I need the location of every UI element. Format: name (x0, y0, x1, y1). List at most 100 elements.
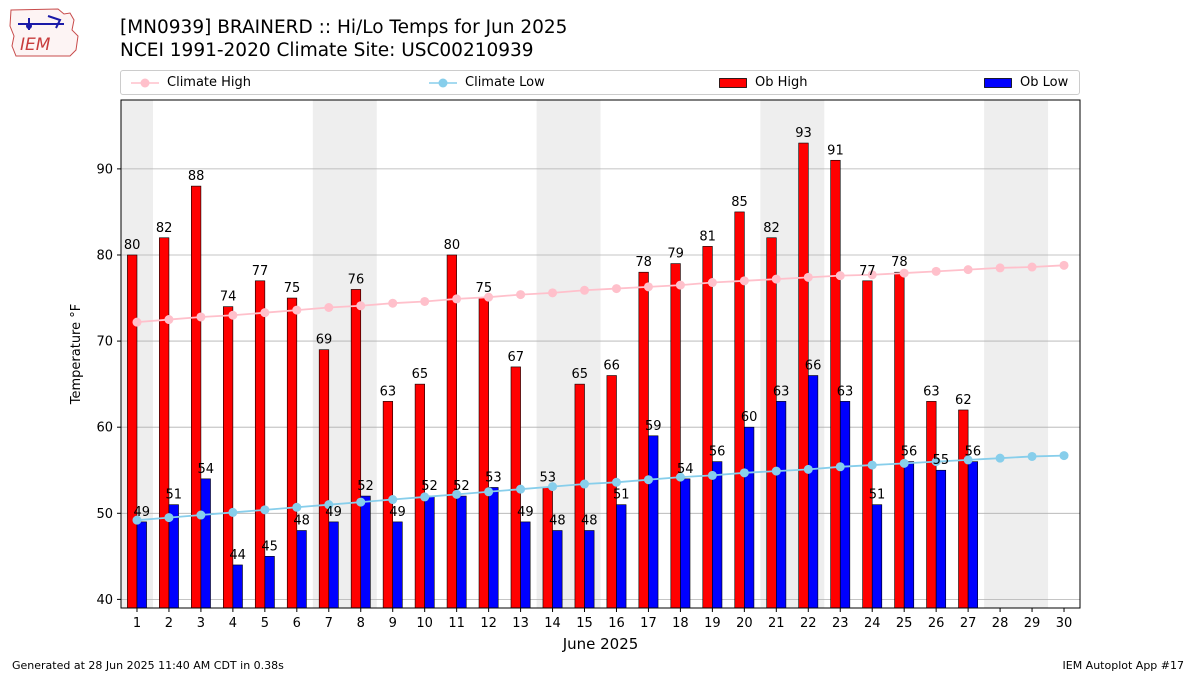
ob-high-label: 69 (316, 333, 333, 348)
legend-marker-ob-high (719, 77, 747, 88)
climate-low-point (452, 489, 462, 499)
ob-high-bar (191, 185, 202, 609)
ob-low-bar (200, 478, 211, 609)
ob-high-label: 88 (188, 169, 205, 184)
ob-high-bar (958, 409, 969, 609)
ob-low-label: 44 (229, 548, 246, 563)
ob-high-bar (670, 263, 681, 609)
x-tick-label: 3 (197, 616, 205, 631)
climate-low-point (164, 513, 174, 523)
climate-low-point (707, 470, 717, 480)
ob-low-bar (488, 487, 499, 609)
y-tick-label: 60 (96, 421, 113, 436)
x-tick-label: 9 (389, 616, 397, 631)
ob-low-label: 49 (134, 505, 151, 520)
ob-high-bar (798, 142, 809, 609)
x-tick-label: 27 (960, 616, 977, 631)
ob-high-label: 80 (444, 238, 461, 253)
x-tick-label: 21 (768, 616, 785, 631)
x-tick-label: 26 (928, 616, 945, 631)
climate-high-point (1059, 260, 1069, 270)
climate-high-point (196, 312, 206, 322)
ob-low-label: 51 (613, 488, 630, 503)
x-tick-label: 30 (1056, 616, 1073, 631)
climate-low-point (292, 502, 302, 512)
climate-high-point (867, 270, 877, 280)
ob-low-bar (328, 521, 339, 609)
ob-low-label: 52 (453, 479, 470, 494)
ob-high-label: 82 (156, 221, 173, 236)
legend-label-ob-high: Ob High (755, 75, 808, 90)
y-tick-label: 40 (96, 593, 113, 608)
ob-low-label: 49 (517, 505, 534, 520)
ob-low-label: 60 (741, 410, 758, 425)
bar-data-labels: 80 49 82 51 88 54 74 44 77 45 75 48 69 49 76 52 63 49 65 52… (124, 126, 981, 563)
ob-high-label: 91 (827, 143, 844, 158)
y-axis-label: Temperature °F (69, 304, 84, 405)
x-tick-label: 19 (704, 616, 721, 631)
ob-low-label: 56 (709, 445, 726, 460)
chart-subtitle: NCEI 1991-2020 Climate Site: USC00210939 (120, 40, 534, 61)
ob-high-bar (478, 297, 489, 609)
ob-low-bar (903, 461, 915, 609)
x-tick-label: 16 (608, 616, 625, 631)
climate-high-point (675, 280, 685, 290)
y-tick-label: 50 (96, 507, 113, 522)
climate-high-line (136, 264, 1065, 324)
climate-high-point (1027, 262, 1037, 272)
climate-high-point (707, 278, 717, 288)
legend-label-ob-low: Ob Low (1020, 75, 1069, 90)
ob-high-bar (350, 289, 362, 609)
x-tick-label: 18 (672, 616, 689, 631)
climate-low-point (963, 455, 973, 465)
climate-low-point (739, 468, 749, 478)
ob-high-label: 81 (699, 229, 716, 244)
climate-high-point (388, 298, 398, 308)
y-tick-label: 70 (96, 335, 113, 350)
x-tick-label: 7 (325, 616, 333, 631)
climate-high-point (164, 315, 174, 325)
ob-low-label: 63 (837, 384, 854, 399)
climate-high-point (643, 282, 653, 292)
climate-low-point (1027, 451, 1037, 461)
ob-high-bar (702, 246, 713, 609)
chart-legend: Climate High Climate Low Ob High Ob Low (120, 70, 1080, 95)
x-tick-label: 20 (736, 616, 753, 631)
climate-high-point (771, 274, 781, 284)
ob-low-label: 51 (869, 488, 886, 503)
climate-low-point (420, 492, 430, 502)
climate-high-point (516, 290, 526, 300)
ob-low-bar (807, 375, 819, 609)
ob-low-label: 54 (197, 462, 214, 477)
x-tick-label: 23 (832, 616, 849, 631)
climate-low-point (484, 487, 494, 497)
chart-title: [MN0939] BRAINERD :: Hi/Lo Temps for Jun… (120, 17, 568, 38)
climate-high-point (324, 303, 334, 313)
ob-low-bar (392, 521, 403, 609)
climate-high-point (228, 310, 238, 320)
ob-high-label: 75 (284, 281, 301, 296)
ob-high-bar (574, 383, 585, 609)
legend-item-ob-high: Ob High (719, 71, 808, 94)
logo-text: IEM (20, 35, 51, 55)
ob-high-label: 62 (955, 393, 972, 408)
ob-high-label: 78 (891, 255, 908, 270)
x-tick-label: 24 (864, 616, 881, 631)
ob-low-bar (456, 495, 467, 609)
ob-high-label: 75 (476, 281, 493, 296)
x-tick-label: 11 (448, 616, 465, 631)
x-tick-label: 25 (896, 616, 913, 631)
iem-logo: IEM (9, 8, 79, 57)
legend-label-climate-low: Climate Low (465, 75, 545, 90)
climate-low-point (196, 510, 206, 520)
y-tick-label: 90 (96, 162, 113, 177)
climate-high-point (995, 263, 1005, 273)
ob-high-bar (766, 237, 777, 609)
ob-high-label: 63 (380, 384, 397, 399)
y-tick-label: 80 (96, 248, 113, 263)
x-tick-label: 10 (416, 616, 433, 631)
climate-high-point (292, 305, 302, 315)
x-tick-label: 6 (293, 616, 301, 631)
